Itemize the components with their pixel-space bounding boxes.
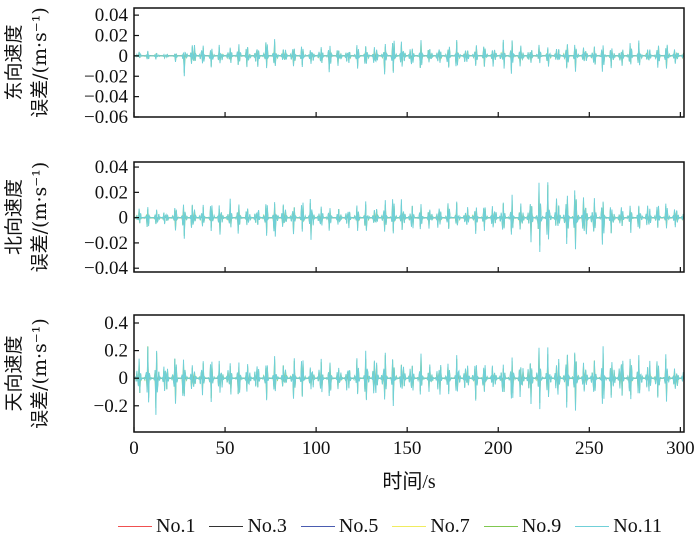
y-tick-label: 0.02 [95, 26, 128, 47]
y-axis-label-line2: 误差/(m·s⁻¹) [29, 7, 51, 118]
y-axis-label-line2: 误差/(m·s⁻¹) [29, 162, 51, 273]
y-tick-label: 0.04 [95, 157, 129, 178]
y-tick-label: −0.04 [84, 87, 128, 108]
legend-item: No.5 [300, 515, 379, 538]
x-tick-label: 150 [393, 438, 422, 459]
legend-swatch [392, 526, 427, 527]
plot-frame [133, 7, 685, 118]
y-axis-label-line1: 天向速度 [3, 335, 25, 411]
y-axis-label-line1: 东向速度 [3, 24, 25, 100]
y-tick-label: 0 [119, 46, 129, 67]
x-tick-label: 250 [575, 438, 604, 459]
x-tick-label: 0 [129, 438, 139, 459]
legend-swatch [300, 526, 335, 527]
legend-label: No.5 [338, 515, 379, 537]
legend-item: No.1 [118, 515, 195, 538]
panel-2: 0.04 0.02 0 −0.02 −0.04 北向速度 误差/(m·s⁻¹) [3, 157, 685, 279]
series-line-no-11 [133, 182, 685, 253]
y-tick-label: 0 [119, 208, 129, 229]
legend-label: No.9 [521, 515, 562, 537]
plot-frame [133, 314, 685, 433]
y-tick-label: −0.02 [84, 66, 128, 87]
y-tick-label: 0.04 [95, 5, 129, 26]
legend: No.1 No.3 No.5 No.7 No.9 No.11 [118, 515, 662, 538]
y-tick-label: −0.02 [84, 233, 128, 254]
y-axis-label-line2: 误差/(m·s⁻¹) [29, 318, 51, 429]
x-tick-label: 100 [302, 438, 331, 459]
x-tick-label: 300 [666, 438, 695, 459]
y-tick-label: −0.2 [94, 396, 128, 417]
y-tick-label: −0.06 [84, 107, 128, 128]
legend-item: No.11 [575, 515, 662, 538]
series-line-no-11 [133, 346, 685, 415]
series-line-no-11 [134, 39, 685, 77]
legend-swatch [209, 526, 244, 527]
x-tick-label: 200 [484, 438, 513, 459]
legend-swatch [118, 526, 152, 527]
legend-item: No.7 [392, 515, 470, 538]
legend-item: No.9 [483, 515, 562, 538]
y-tick-label: 0.02 [95, 182, 128, 203]
legend-label: No.7 [430, 515, 470, 537]
legend-swatch [483, 526, 518, 527]
x-axis-label: 时间/s [382, 471, 436, 493]
panel-1: 0.040.020−0.02−0.04−0.06 东向速度 误差/(m·s⁻¹) [3, 5, 685, 128]
y-axis-label-line1: 北向速度 [3, 179, 25, 255]
y-tick-label: 0.2 [104, 341, 128, 362]
legend-label: No.1 [156, 515, 196, 537]
legend-item: No.3 [209, 515, 287, 538]
plot-frame [133, 161, 685, 273]
legend-label: No.11 [613, 515, 662, 537]
y-tick-label: 0.4 [104, 313, 128, 334]
legend-label: No.3 [247, 515, 287, 537]
x-tick-label: 50 [216, 438, 235, 459]
y-tick-label: 0 [119, 368, 129, 389]
legend-swatch [575, 526, 610, 527]
y-tick-label: −0.04 [84, 258, 128, 279]
